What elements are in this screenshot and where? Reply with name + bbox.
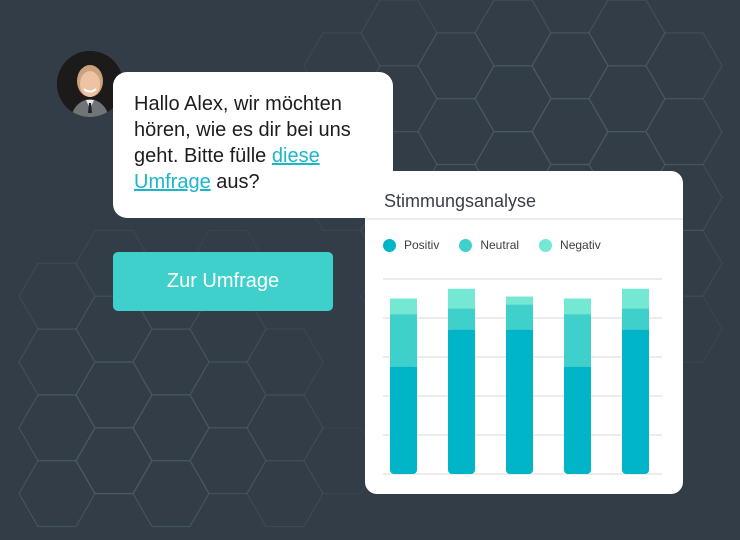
- bar-segment-positive-cap: [448, 329, 475, 336]
- hexagon-shape: [132, 328, 210, 396]
- survey-link[interactable]: diese Umfrage: [134, 145, 320, 193]
- bar-segment-positive: [506, 329, 533, 474]
- chart-legend: Positiv Neutral Negativ: [383, 238, 621, 252]
- bar-segment-neutral: [564, 314, 591, 367]
- divider: [365, 218, 683, 220]
- survey-button[interactable]: Zur Umfrage: [113, 252, 333, 311]
- hexagon-shape: [645, 32, 723, 100]
- stacked-bar-chart: [383, 278, 662, 475]
- hexagon-shape: [474, 65, 552, 133]
- avatar: [57, 51, 123, 117]
- hexagon-shape: [18, 460, 96, 528]
- hexagon-shape: [588, 65, 666, 133]
- legend-label: Negativ: [560, 238, 601, 252]
- hexagon-shape: [645, 98, 723, 166]
- legend-label: Neutral: [480, 238, 520, 252]
- hexagon-shape: [588, 0, 666, 67]
- hexagon-shape: [18, 328, 96, 396]
- hexagon-shape: [531, 98, 609, 166]
- hexagon-shape: [474, 0, 552, 67]
- bar-segment-negative: [390, 298, 417, 315]
- hexagon-shape: [18, 394, 96, 462]
- hexagon-shape: [132, 460, 210, 528]
- bar-segment-neutral: [448, 308, 475, 330]
- hexagon-shape: [303, 427, 381, 495]
- hexagon-shape: [246, 460, 324, 528]
- hexagon-shape: [75, 361, 153, 429]
- chat-message-bubble: Hallo Alex, wir möchten hören, wie es di…: [113, 72, 393, 218]
- hexagon-shape: [417, 32, 495, 100]
- bar-segment-neutral: [622, 308, 649, 330]
- message-text: Hallo Alex, wir möchten hören, wie es di…: [134, 93, 351, 167]
- hexagon-shape: [132, 394, 210, 462]
- sentiment-chart-card: Stimmungsanalyse Positiv Neutral Negativ: [365, 171, 683, 494]
- legend-dot-negative: [539, 238, 553, 252]
- hexagon-shape: [18, 262, 96, 330]
- bar-segment-positive-cap: [506, 329, 533, 336]
- bar-segment-positive: [448, 329, 475, 474]
- hexagon-shape: [189, 427, 267, 495]
- bar-segment-positive: [564, 366, 591, 474]
- hexagon-shape: [189, 361, 267, 429]
- hexagon-shape: [417, 98, 495, 166]
- hexagon-shape: [360, 0, 438, 67]
- bar-segment-positive: [390, 366, 417, 474]
- chart-title: Stimmungsanalyse: [384, 191, 537, 211]
- message-text-end: aus?: [210, 171, 260, 193]
- bar-segment-positive: [622, 329, 649, 474]
- hexagon-shape: [75, 427, 153, 495]
- legend-positive: Positiv: [383, 238, 439, 252]
- bar-segment-positive-cap: [622, 329, 649, 336]
- legend-label: Positiv: [404, 238, 440, 252]
- bar-segment-negative: [506, 296, 533, 305]
- legend-dot-positive: [383, 238, 396, 252]
- hexagon-shape: [246, 328, 324, 396]
- hexagon-shape: [246, 394, 324, 462]
- hexagon-shape: [531, 32, 609, 100]
- bar-segment-negative: [564, 298, 591, 315]
- person-photo-icon: [57, 51, 123, 117]
- legend-negative: Negativ: [539, 238, 601, 252]
- legend-dot-neutral: [459, 238, 473, 252]
- bar-segment-negative: [622, 288, 649, 309]
- bar-segment-positive-cap: [564, 366, 591, 373]
- bar-segment-neutral: [390, 314, 417, 367]
- legend-neutral: Neutral: [459, 238, 519, 252]
- bar-segment-negative: [448, 288, 475, 309]
- bar-segment-neutral: [506, 304, 533, 330]
- bar-segment-positive-cap: [390, 366, 417, 373]
